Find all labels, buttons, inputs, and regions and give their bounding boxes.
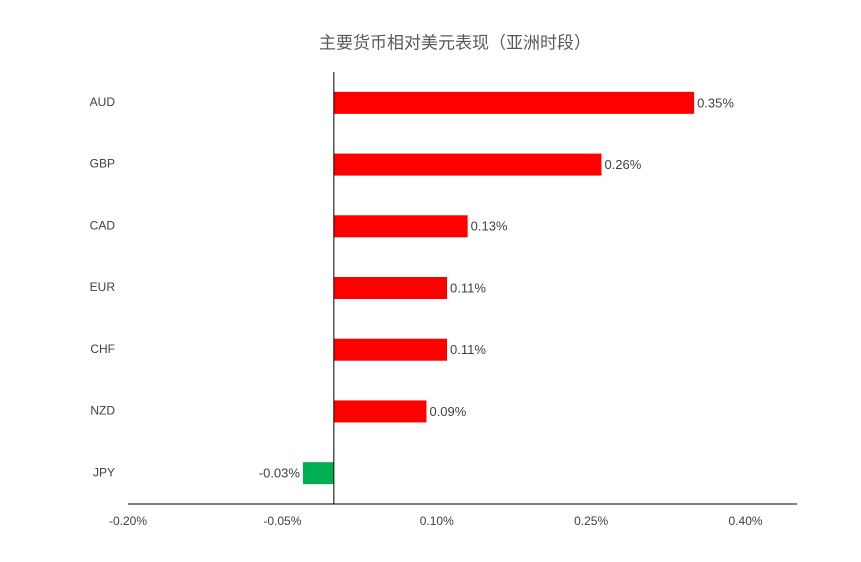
y-tick-label: CAD (90, 218, 116, 232)
y-tick-label: JPY (93, 465, 115, 479)
x-tick-label: 0.25% (574, 514, 608, 528)
value-label: -0.03% (259, 466, 301, 481)
value-label: 0.26% (604, 157, 641, 172)
bar (302, 462, 334, 485)
value-label: 0.09% (429, 404, 466, 419)
value-label: 0.11% (450, 342, 486, 357)
y-tick-label: GBP (90, 157, 115, 171)
x-tick-label: 0.10% (420, 514, 454, 528)
bar (333, 215, 468, 238)
bar (333, 338, 448, 361)
value-label: 0.13% (471, 219, 508, 234)
chart-title: 主要货币相对美元表现（亚洲时段） (319, 33, 591, 52)
y-tick-label: CHF (90, 342, 115, 356)
bar (333, 153, 602, 176)
bar (333, 91, 695, 114)
x-tick-label: 0.40% (729, 514, 763, 528)
x-tick-label: -0.05% (263, 514, 301, 528)
bar (333, 400, 427, 423)
value-label: 0.35% (697, 95, 734, 110)
bar (333, 277, 448, 299)
value-label: 0.11% (450, 280, 486, 295)
y-tick-label: EUR (90, 280, 116, 294)
y-tick-label: NZD (90, 404, 115, 418)
y-tick-label: AUD (90, 95, 116, 109)
x-tick-label: -0.20% (109, 514, 147, 528)
